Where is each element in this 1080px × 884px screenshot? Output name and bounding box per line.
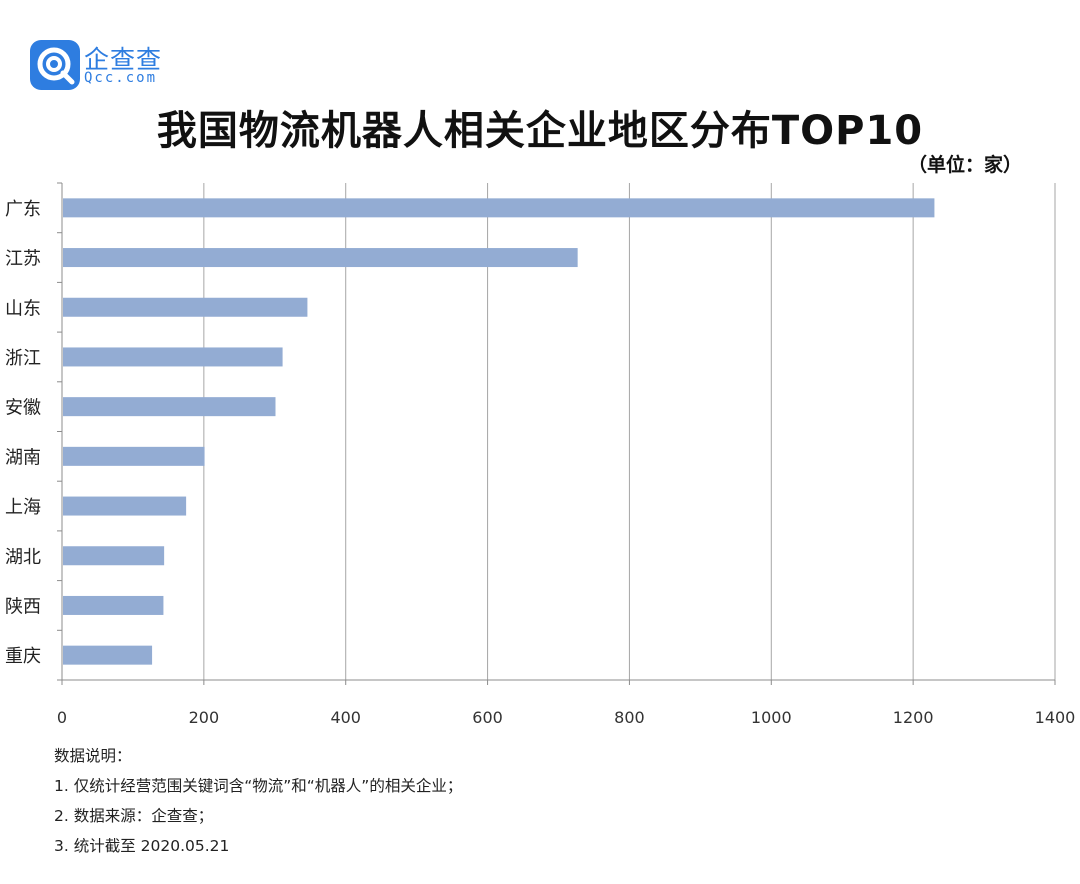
- bar-7: [63, 496, 187, 516]
- category-label-4: 浙江: [5, 348, 41, 369]
- bar-2: [63, 248, 578, 268]
- bar-3: [63, 297, 308, 317]
- bar-1: [63, 198, 935, 218]
- x-tick-label-0: 0: [57, 708, 67, 727]
- category-label-3: 山东: [5, 298, 41, 319]
- data-notes: 数据说明： 1. 仅统计经营范围关键词含“物流”和“机器人”的相关企业； 2. …: [54, 743, 462, 863]
- bar-6: [63, 446, 205, 466]
- category-label-10: 重庆: [5, 646, 41, 667]
- category-label-2: 江苏: [5, 249, 41, 270]
- x-tick-label-5: 1000: [751, 708, 792, 727]
- bar-4: [63, 347, 283, 367]
- qcc-logo-icon: [30, 40, 80, 90]
- x-tick-label-1: 200: [189, 708, 220, 727]
- category-label-7: 上海: [5, 497, 41, 518]
- note-item-1: 1. 仅统计经营范围关键词含“物流”和“机器人”的相关企业；: [54, 777, 463, 795]
- category-label-9: 陕西: [5, 596, 41, 617]
- note-item-3: 3. 统计截至 2020.05.21: [54, 837, 230, 855]
- bar-9: [63, 595, 164, 615]
- x-tick-label-6: 1200: [893, 708, 934, 727]
- x-tick-label-7: 1400: [1035, 708, 1076, 727]
- notes-heading: 数据说明：: [54, 747, 132, 765]
- category-label-6: 湖南: [5, 447, 41, 468]
- category-label-8: 湖北: [5, 547, 41, 568]
- x-tick-label-4: 800: [614, 708, 645, 727]
- category-label-5: 安徽: [5, 398, 41, 419]
- bar-8: [63, 546, 165, 566]
- chart-title: 我国物流机器人相关企业地区分布TOP10: [156, 108, 924, 154]
- x-tick-label-3: 600: [472, 708, 503, 727]
- note-item-2: 2. 数据来源：企查查；: [54, 807, 214, 825]
- bar-10: [63, 645, 153, 665]
- bar-5: [63, 397, 276, 417]
- category-label-1: 广东: [5, 199, 41, 220]
- x-tick-label-2: 400: [330, 708, 361, 727]
- unit-label: （单位：家）: [907, 154, 1022, 176]
- brand-sub: Qcc.com: [84, 70, 158, 86]
- brand-name: 企查查: [84, 45, 163, 74]
